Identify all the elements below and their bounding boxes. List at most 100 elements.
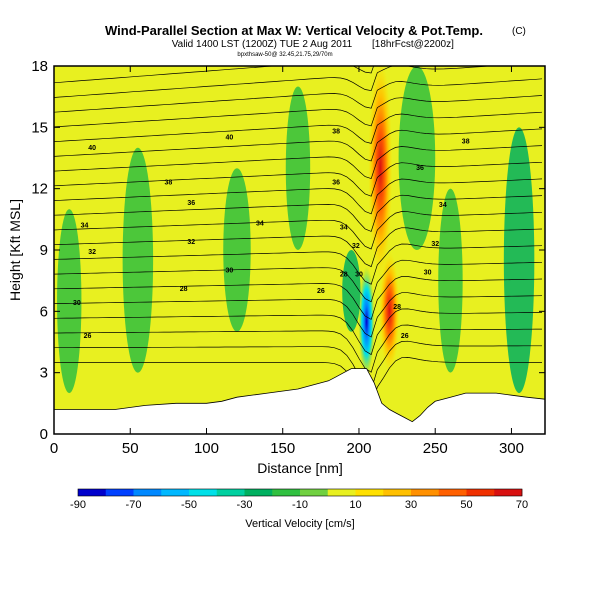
velocity-band: [503, 127, 535, 394]
contour-label: 34: [256, 220, 264, 227]
colorbar-swatch: [105, 489, 134, 496]
contour-label: 38: [164, 180, 172, 187]
contour-label: 28: [340, 272, 348, 279]
contour-label: 26: [401, 333, 409, 340]
colorbar-frame: [77, 488, 523, 497]
x-axis-label: Distance [nm]: [257, 460, 343, 476]
colorbar-label: Vertical Velocity [cm/s]: [245, 518, 354, 530]
x-tick-label: 200: [346, 440, 371, 457]
contour-label: 32: [187, 239, 195, 246]
theta-contour-line: [54, 111, 543, 144]
colorbar-tick-label: -50: [181, 499, 197, 511]
downdraft-core: [358, 266, 375, 377]
run-line: [18hrFcst@2200z]: [372, 39, 454, 50]
y-axis-label: Height [Kft MSL]: [7, 199, 23, 301]
contour-label: 36: [332, 180, 340, 187]
contour-label: 40: [88, 145, 96, 152]
y-tick-label: 18: [31, 58, 48, 75]
colorbar-swatch: [466, 489, 495, 496]
contour-label: 26: [84, 333, 92, 340]
valid-line: Valid 1400 LST (1200Z) TUE 2 Aug 2011: [172, 39, 353, 50]
colorbar-tick-label: 10: [349, 499, 361, 511]
contour-label: 36: [187, 200, 195, 207]
colorbar-swatch: [327, 489, 356, 496]
colorbar-tick-label: -10: [292, 499, 308, 511]
contour-label: 28: [180, 286, 188, 293]
y-tick-label: 6: [40, 303, 48, 320]
contour-label: 32: [352, 243, 360, 250]
contour-label: 34: [81, 222, 89, 229]
colorbar-swatch: [438, 489, 467, 496]
theta-contour-line: [54, 308, 543, 356]
velocity-band: [223, 168, 251, 332]
contour-label: 38: [462, 139, 470, 146]
theta-contour-line: [54, 145, 543, 180]
chart-title: Wind-Parallel Section at Max W: Vertical…: [105, 23, 483, 38]
contour-label: 32: [431, 241, 439, 248]
colorbar: -90 -70 -50 -30 -10 10 30 50 70: [70, 488, 528, 511]
colorbar-swatch: [216, 489, 245, 496]
colorbar-swatch: [383, 489, 412, 496]
y-tick-label: 12: [31, 181, 48, 198]
contour-label: 34: [340, 225, 348, 232]
y-tick-label: 9: [40, 242, 48, 259]
contour-label: 36: [416, 165, 424, 172]
velocity-band: [398, 66, 436, 250]
y-tick-label: 0: [40, 426, 48, 443]
title-mark: (C): [512, 26, 526, 37]
theta-contour-line: [54, 276, 543, 320]
info-line: bpxthsaw-50@ 32.45,21.75,29/70m: [237, 52, 332, 58]
updraft-core: [379, 251, 400, 372]
plot-area: 40 40 38 38 36 34 36 38 36 34 34 34 32 32 32 32 30 28 30 30…: [54, 66, 545, 434]
velocity-band: [57, 209, 82, 394]
colorbar-tick-label: 50: [460, 499, 472, 511]
theta-contour-line: [54, 194, 543, 232]
contour-label: 30: [73, 300, 81, 307]
colorbar-swatch: [355, 489, 384, 496]
x-tick-label: 250: [423, 440, 448, 457]
colorbar-swatch: [244, 489, 273, 496]
colorbar-tick-label: -90: [70, 499, 86, 511]
velocity-band: [342, 250, 361, 332]
contour-label: 26: [317, 288, 325, 295]
theta-contour-line: [54, 128, 543, 162]
x-tick-label: 100: [194, 440, 219, 457]
theta-contour-line: [54, 227, 543, 268]
y-tick-label: 15: [31, 119, 48, 136]
contour-label: 32: [88, 249, 96, 256]
theta-contour-line: [54, 292, 543, 338]
colorbar-swatch: [133, 489, 162, 496]
theta-contour-line: [54, 324, 542, 373]
contour-label: 38: [332, 128, 340, 135]
theta-contour-line: [54, 66, 494, 98]
colorbar-swatch: [189, 489, 218, 496]
colorbar-tick-label: 30: [405, 499, 417, 511]
theta-contour-line: [54, 259, 543, 303]
x-tick-label: 300: [499, 440, 524, 457]
colorbar-swatch: [272, 489, 301, 496]
contour-label: 28: [393, 304, 401, 311]
theta-contour-line: [54, 340, 542, 391]
x-tick-label: 0: [50, 440, 58, 457]
colorbar-swatch: [300, 489, 329, 496]
colorbar-tick-label: -70: [126, 499, 142, 511]
theta-contours: 40 40 38 38 36 34 36 38 36 34 34 34 32 32 32 32 30 28 30 30…: [54, 66, 543, 408]
theta-contour-line: [54, 357, 542, 408]
theta-contour-line: [54, 161, 543, 197]
theta-contour-line: [54, 95, 543, 128]
theta-contour-line: [54, 211, 543, 250]
colorbar-swatch: [78, 489, 107, 496]
theta-contour-line: [54, 178, 543, 215]
colorbar-swatch: [411, 489, 440, 496]
contour-label: 30: [225, 267, 233, 274]
contour-label: 30: [424, 269, 432, 276]
velocity-band: [122, 147, 154, 373]
y-tick-label: 3: [40, 365, 48, 382]
colorbar-tick-label: 70: [516, 499, 528, 511]
velocity-field: [57, 66, 535, 394]
theta-contour-line: [54, 78, 543, 113]
x-tick-label: 50: [122, 440, 139, 457]
terrain: [54, 368, 545, 434]
